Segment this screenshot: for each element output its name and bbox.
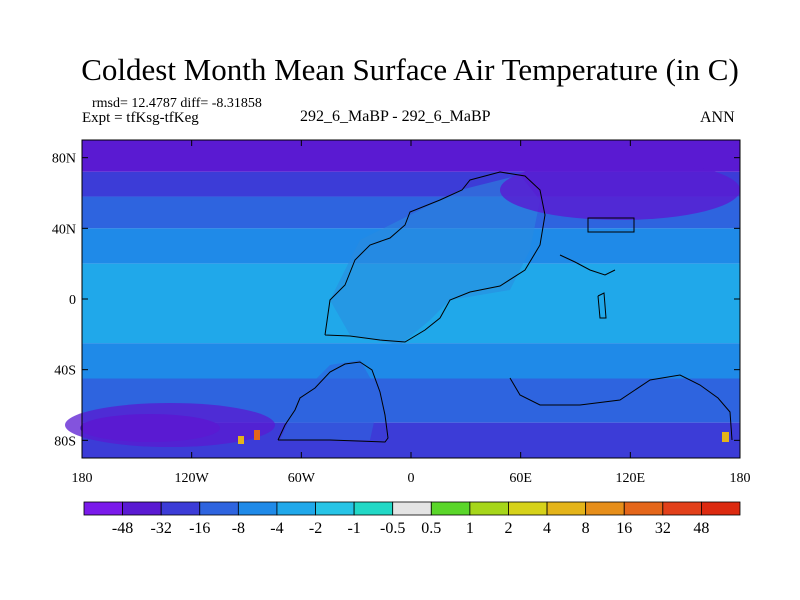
warm-spot-2 bbox=[254, 430, 260, 440]
colorbar: -48 -32 -16 -8 -4 -2 -1 -0.5 0.5 1 2 4 8 16 32 48 bbox=[83, 501, 741, 537]
season-label: ANN bbox=[700, 109, 735, 126]
warm-spot-1 bbox=[238, 436, 244, 444]
band-south-mid-lat bbox=[82, 343, 740, 379]
colorbar-label-4: -4 bbox=[270, 520, 283, 537]
cold-region-sw-core bbox=[80, 414, 220, 442]
x-tick-label-1: 120W bbox=[175, 471, 210, 486]
x-tick-label-3: 0 bbox=[408, 471, 415, 486]
colorbar-swatch-11 bbox=[508, 501, 548, 516]
coastline-outline-5 bbox=[587, 217, 635, 233]
coastline-outline-6 bbox=[597, 292, 607, 319]
colorbar-label-15: 48 bbox=[693, 520, 709, 537]
colorbar-label-0: -48 bbox=[112, 520, 133, 537]
colorbar-label-7: -0.5 bbox=[380, 520, 405, 537]
colorbar-swatch-1 bbox=[122, 501, 162, 516]
coastline-outline-1 bbox=[324, 171, 546, 343]
colorbar-swatch-14 bbox=[623, 501, 664, 516]
landmass-central bbox=[330, 175, 540, 345]
colorbar-swatch-13 bbox=[585, 501, 625, 516]
colorbar-swatch-9 bbox=[430, 501, 471, 516]
stats-label: rmsd= 12.4787 diff= -8.31858 bbox=[92, 96, 262, 111]
x-tick-label-0: 180 bbox=[72, 471, 93, 486]
coastline-outline-2 bbox=[277, 361, 389, 443]
colorbar-label-8: 0.5 bbox=[421, 520, 441, 537]
colorbar-label-12: 8 bbox=[582, 520, 590, 537]
colorbar-label-3: -8 bbox=[232, 520, 245, 537]
y-tick-label-2: 0 bbox=[69, 293, 76, 308]
colorbar-swatch-15 bbox=[662, 501, 702, 516]
colorbar-label-5: -2 bbox=[309, 520, 322, 537]
colorbar-swatch-16 bbox=[701, 501, 741, 516]
colorbar-label-10: 2 bbox=[504, 520, 512, 537]
x-axis: 180 120W 60W 0 60E 120E 180 bbox=[72, 140, 751, 486]
x-tick-label-4: 60E bbox=[509, 471, 532, 486]
colorbar-swatch-4 bbox=[237, 501, 278, 516]
colorbar-label-14: 32 bbox=[655, 520, 671, 537]
landmass-south bbox=[280, 360, 380, 440]
colorbar-swatch-0 bbox=[83, 501, 123, 516]
y-tick-label-1: 40N bbox=[52, 222, 76, 237]
colorbar-label-9: 1 bbox=[466, 520, 474, 537]
y-tick-label-3: 40S bbox=[54, 364, 76, 379]
colorbar-label-6: -1 bbox=[347, 520, 360, 537]
colorbar-swatch-7 bbox=[353, 501, 394, 516]
colorbar-label-2: -16 bbox=[189, 520, 210, 537]
colorbar-label-11: 4 bbox=[543, 520, 551, 537]
x-tick-label-5: 120E bbox=[616, 471, 646, 486]
y-tick-label-4: 80S bbox=[54, 434, 76, 449]
colorbar-swatch-6 bbox=[315, 501, 355, 516]
y-tick-label-0: 80N bbox=[52, 152, 76, 167]
colorbar-swatch-3 bbox=[199, 501, 239, 516]
colorbar-label-1: -32 bbox=[151, 520, 172, 537]
colorbar-swatch-5 bbox=[276, 501, 316, 516]
chart-title: Coldest Month Mean Surface Air Temperatu… bbox=[81, 52, 739, 87]
y-axis: 80N 40N 0 40S 80S bbox=[52, 152, 740, 449]
center-title: 292_6_MaBP - 292_6_MaBP bbox=[300, 108, 491, 125]
colorbar-swatch-2 bbox=[160, 501, 201, 516]
cold-region-north bbox=[500, 160, 740, 220]
decor-field bbox=[65, 160, 740, 447]
colorbar-swatch-10 bbox=[469, 501, 509, 516]
experiment-label: Expt = tfKsg-tfKeg bbox=[82, 110, 199, 126]
x-tick-label-6: 180 bbox=[730, 471, 751, 486]
colorbar-label-13: 16 bbox=[616, 520, 632, 537]
warm-spot-3 bbox=[722, 432, 729, 442]
colorbar-swatch-8 bbox=[392, 501, 432, 516]
coastline-outline-4 bbox=[559, 254, 616, 276]
coastline-outline-3 bbox=[509, 374, 733, 441]
colorbar-swatch-12 bbox=[546, 501, 587, 516]
x-tick-label-2: 60W bbox=[288, 471, 316, 486]
